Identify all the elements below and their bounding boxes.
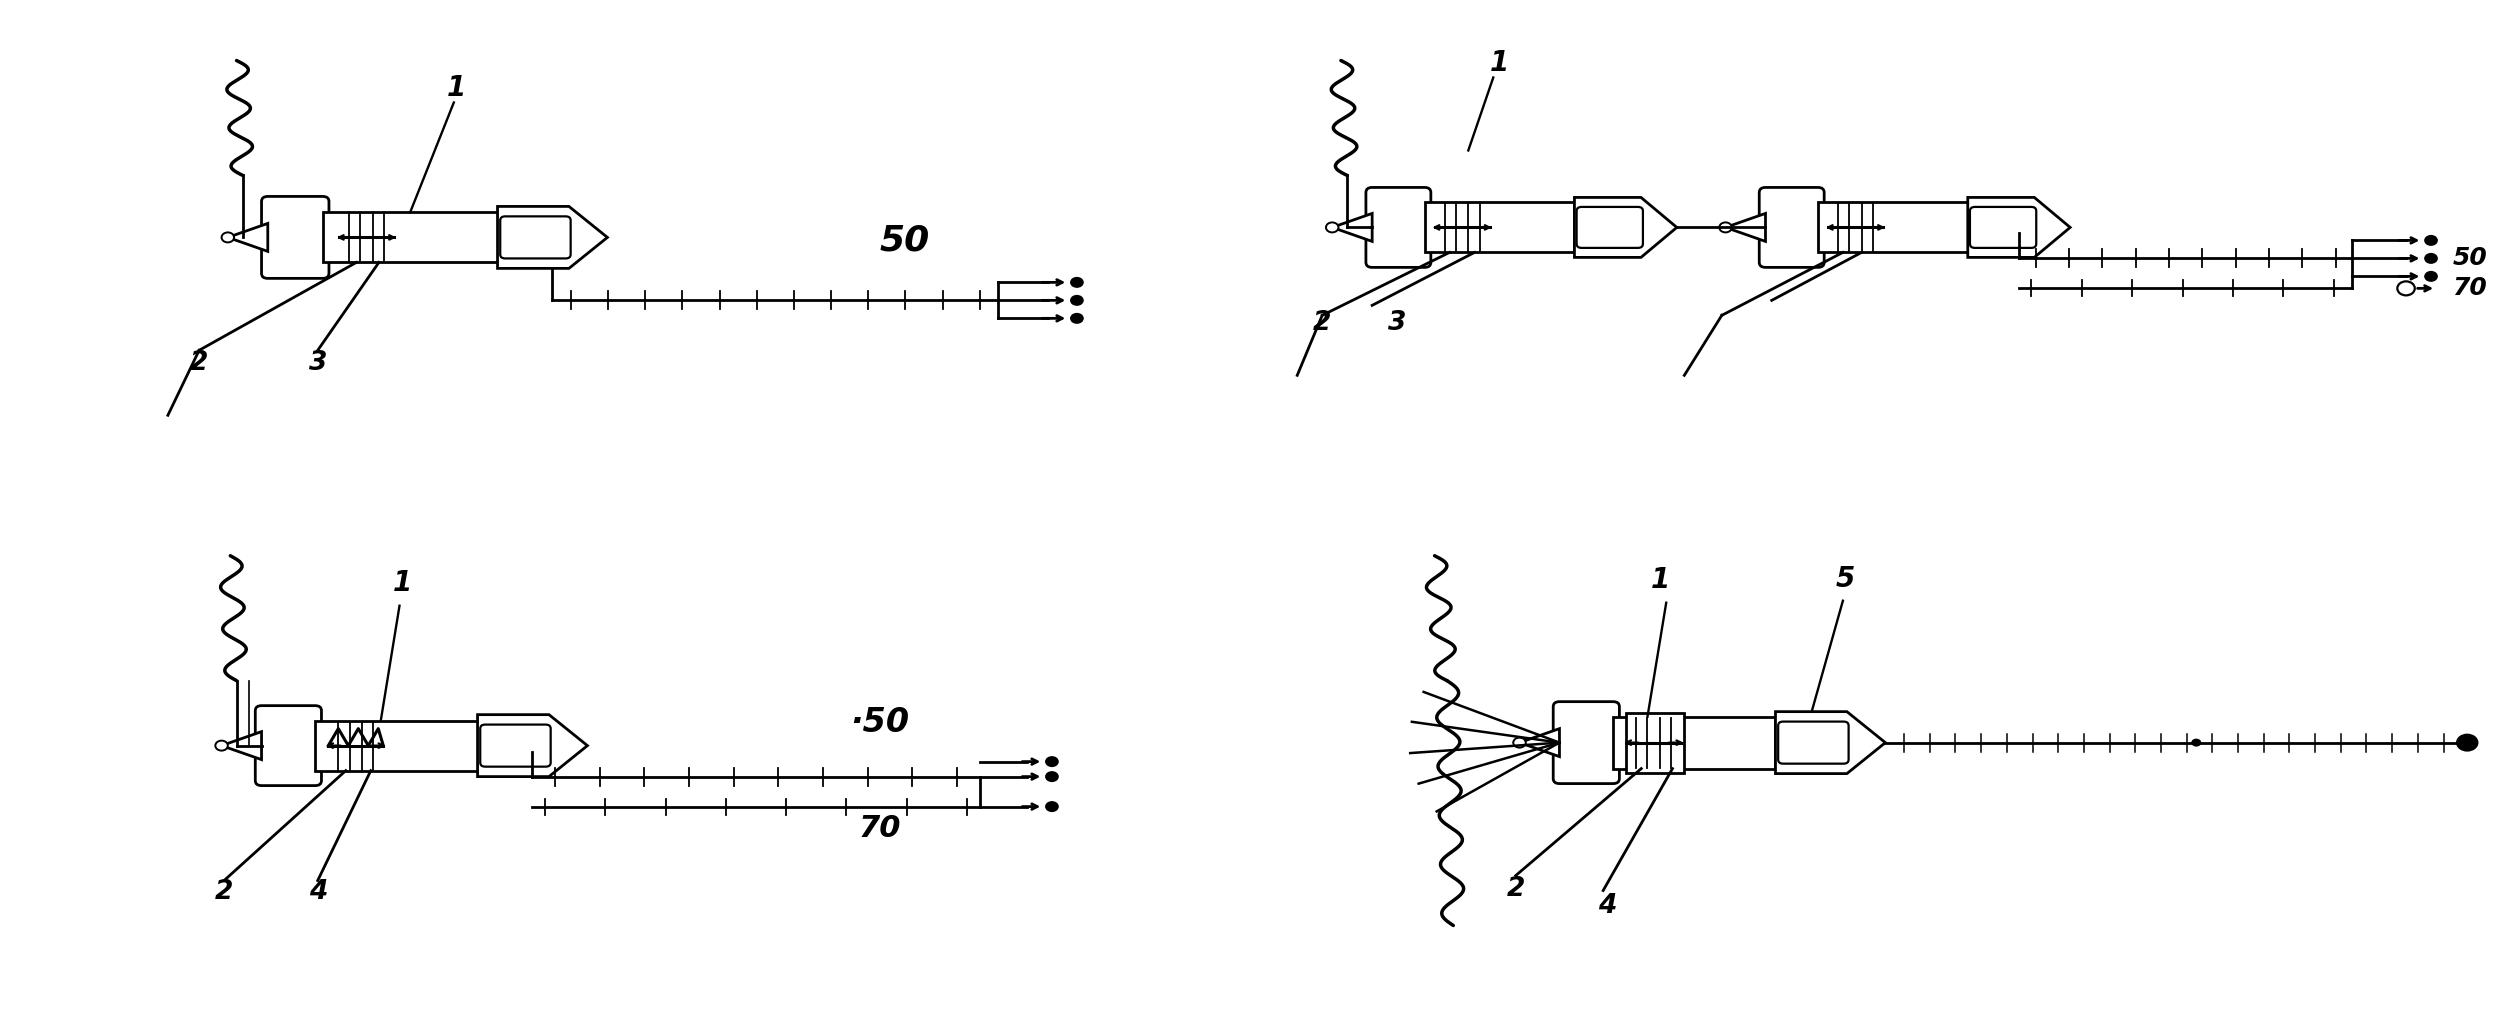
Circle shape	[1046, 801, 1058, 812]
FancyBboxPatch shape	[480, 724, 551, 767]
Circle shape	[1071, 277, 1084, 288]
Polygon shape	[1775, 711, 1886, 773]
Text: 4: 4	[1599, 892, 1617, 918]
FancyBboxPatch shape	[314, 720, 478, 770]
Polygon shape	[498, 206, 608, 268]
FancyBboxPatch shape	[1425, 202, 1574, 252]
Circle shape	[1720, 223, 1732, 233]
FancyBboxPatch shape	[256, 706, 322, 785]
Text: ·50: ·50	[850, 706, 910, 739]
Circle shape	[1325, 223, 1337, 233]
Text: 2: 2	[214, 879, 234, 904]
Circle shape	[2423, 235, 2439, 246]
Polygon shape	[1574, 197, 1677, 257]
FancyBboxPatch shape	[1627, 712, 1684, 772]
FancyBboxPatch shape	[1818, 202, 1968, 252]
Circle shape	[1513, 738, 1526, 748]
Polygon shape	[478, 714, 588, 776]
Circle shape	[1071, 295, 1084, 306]
Text: 1: 1	[392, 569, 412, 596]
Text: 2: 2	[1506, 876, 1526, 901]
Text: 1: 1	[1649, 566, 1669, 593]
Circle shape	[216, 741, 229, 751]
FancyBboxPatch shape	[1576, 207, 1644, 248]
Polygon shape	[1518, 728, 1559, 757]
Text: 5: 5	[1835, 565, 1855, 592]
Circle shape	[1046, 771, 1058, 782]
Circle shape	[1071, 313, 1084, 324]
Circle shape	[2398, 281, 2416, 296]
FancyBboxPatch shape	[1777, 721, 1848, 764]
Circle shape	[2423, 253, 2439, 264]
Circle shape	[2456, 734, 2479, 752]
FancyBboxPatch shape	[500, 216, 571, 258]
Polygon shape	[1332, 213, 1373, 242]
FancyBboxPatch shape	[1614, 716, 1775, 769]
Text: 3: 3	[1388, 310, 1405, 336]
Polygon shape	[229, 224, 269, 251]
FancyBboxPatch shape	[1971, 207, 2036, 248]
Polygon shape	[1968, 197, 2069, 257]
Circle shape	[2423, 271, 2439, 281]
FancyBboxPatch shape	[261, 196, 329, 278]
Text: 70: 70	[857, 814, 900, 842]
Text: 1: 1	[447, 73, 465, 102]
FancyBboxPatch shape	[322, 212, 498, 262]
Text: 4: 4	[309, 879, 327, 904]
FancyBboxPatch shape	[1365, 187, 1430, 267]
Circle shape	[1046, 756, 1058, 767]
Circle shape	[2192, 739, 2202, 747]
Text: 1: 1	[1491, 49, 1508, 76]
Polygon shape	[1725, 213, 1765, 242]
Text: 3: 3	[309, 351, 327, 376]
Text: 2: 2	[191, 351, 209, 376]
Polygon shape	[221, 732, 261, 760]
Text: 50: 50	[880, 224, 930, 257]
Text: 70: 70	[2451, 276, 2486, 301]
FancyBboxPatch shape	[1760, 187, 1825, 267]
FancyBboxPatch shape	[1554, 702, 1619, 783]
Text: 2: 2	[1312, 310, 1332, 336]
Text: 50: 50	[2451, 247, 2486, 270]
Circle shape	[221, 233, 234, 243]
